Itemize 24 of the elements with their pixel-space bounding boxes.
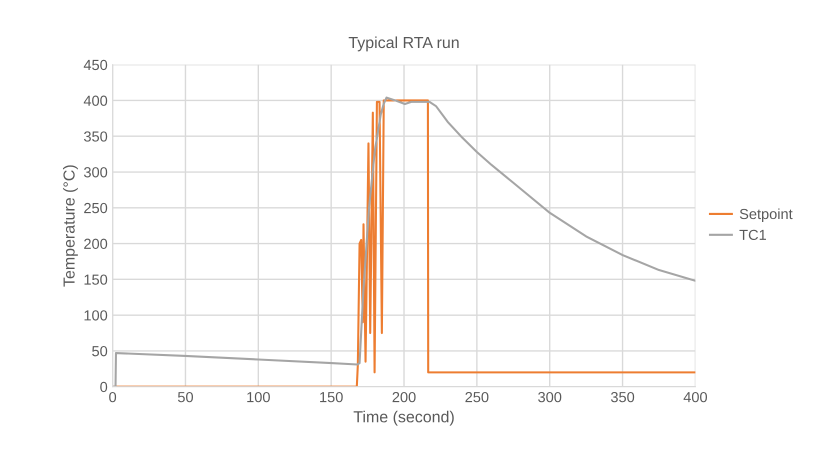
x-tick-label: 200	[392, 392, 416, 402]
x-tick-label: 50	[178, 392, 194, 402]
legend-label: TC1	[739, 230, 766, 240]
x-axis-title: Time (second)	[354, 410, 454, 426]
y-tick-label: 250	[84, 202, 108, 214]
x-tick-label: 350	[610, 392, 634, 402]
y-tick-label: 50	[92, 346, 108, 356]
x-tick-label: 150	[320, 392, 343, 402]
y-tick-label: 450	[84, 60, 108, 70]
y-tick-label: 400	[84, 96, 108, 106]
x-tick-label: 300	[538, 392, 562, 402]
x-tick-label: 400	[684, 392, 708, 402]
legend-label: Setpoint	[740, 208, 793, 222]
x-tick-label: 250	[465, 392, 488, 402]
chart-title: Typical RTA run	[348, 36, 459, 52]
y-tick-label: 300	[84, 167, 108, 178]
y-tick-label: 200	[84, 238, 108, 250]
y-tick-label: 0	[100, 382, 108, 392]
x-tick-label: 100	[247, 392, 270, 402]
x-tick-label: 0	[109, 392, 116, 402]
y-axis-title: Temperature (°C)	[62, 165, 78, 287]
y-tick-label: 350	[84, 131, 108, 142]
y-tick-label: 100	[84, 310, 108, 321]
y-tick-label: 150	[84, 274, 108, 285]
